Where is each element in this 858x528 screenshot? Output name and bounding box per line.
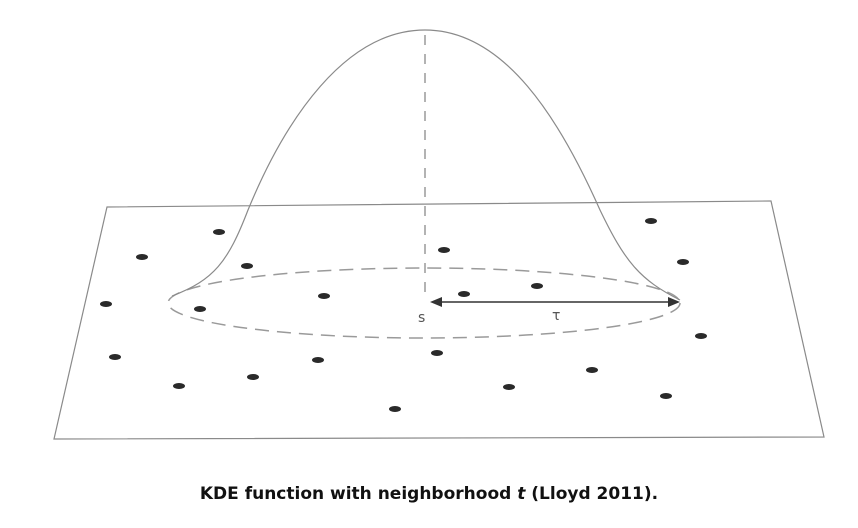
center-label: s — [418, 310, 425, 326]
radius-label: τ — [552, 308, 560, 324]
event-point — [173, 383, 185, 389]
caption-italic: t — [517, 484, 526, 504]
event-point — [109, 354, 121, 360]
event-points — [100, 218, 707, 412]
radius-arrowhead-right — [668, 297, 680, 307]
event-point — [503, 384, 515, 390]
event-point — [312, 357, 324, 363]
event-point — [677, 259, 689, 265]
event-point — [586, 367, 598, 373]
figure-caption: KDE function with neighborhood t (Lloyd … — [0, 484, 858, 504]
event-point — [194, 306, 206, 312]
event-point — [695, 333, 707, 339]
event-point — [438, 247, 450, 253]
caption-suffix: (Lloyd 2011). — [525, 484, 659, 504]
event-point — [241, 263, 253, 269]
event-point — [389, 406, 401, 412]
event-point — [458, 291, 470, 297]
event-point — [531, 283, 543, 289]
kde-diagram: s τ — [53, 29, 825, 440]
event-point — [100, 301, 112, 307]
event-point — [136, 254, 148, 260]
event-point — [660, 393, 672, 399]
caption-prefix: KDE function with neighborhood — [199, 484, 518, 504]
ground-plane — [53, 200, 825, 440]
neighborhood-ellipse — [167, 267, 681, 339]
radius-arrowhead-left — [430, 297, 442, 307]
event-point — [213, 229, 225, 235]
event-point — [645, 218, 657, 224]
event-point — [318, 293, 330, 299]
kernel-curve — [171, 29, 681, 301]
event-point — [247, 374, 259, 380]
event-point — [431, 350, 443, 356]
